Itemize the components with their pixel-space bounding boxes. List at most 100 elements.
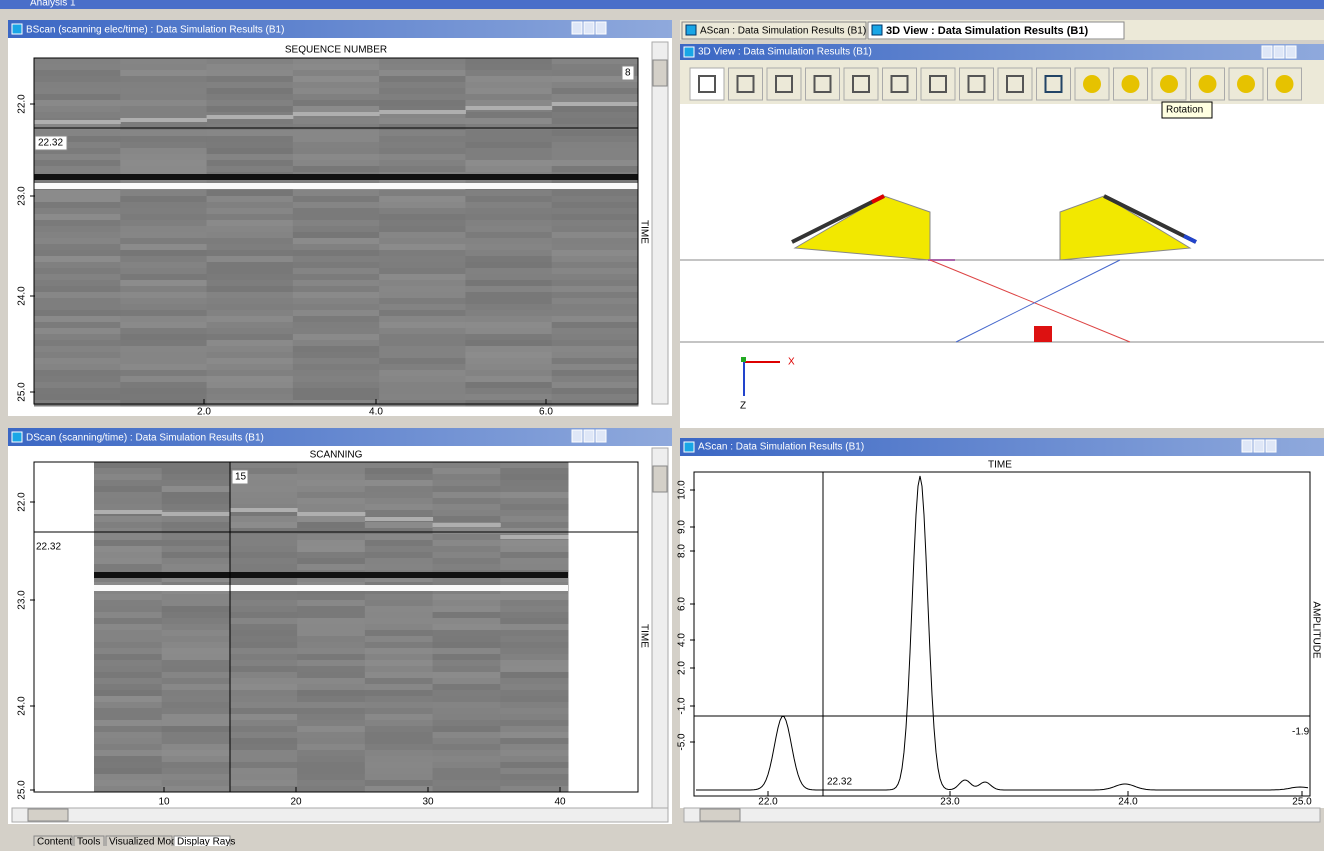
panel-button[interactable] [1274, 46, 1284, 58]
scan-cell [297, 564, 365, 571]
panel-button[interactable] [1242, 440, 1252, 452]
scan-cell [365, 558, 433, 565]
panel-button[interactable] [572, 22, 582, 34]
scan-cell [465, 244, 552, 251]
scan-cell [379, 196, 466, 203]
scroll-thumb[interactable] [28, 809, 68, 821]
scan-cell [465, 136, 552, 143]
scan-cell [162, 648, 230, 655]
scroll-thumb[interactable] [700, 809, 740, 821]
ascan-cursor-y-label: -1.9 [1292, 727, 1310, 738]
scan-cell [293, 286, 380, 293]
scan-cell [120, 322, 207, 329]
toolbar-button[interactable] [960, 68, 994, 100]
scan-cell [94, 486, 162, 493]
panel-button[interactable] [1262, 46, 1272, 58]
panel-button[interactable] [1254, 440, 1264, 452]
scan-cell [379, 166, 466, 173]
scan-cell [379, 76, 466, 83]
scan-cell [552, 106, 639, 113]
scan-cell [94, 474, 162, 481]
x-tick-label: 4.0 [369, 407, 383, 418]
scan-cell [229, 684, 297, 691]
toolbar-button[interactable] [883, 68, 917, 100]
scrollbar-horizontal[interactable] [12, 808, 668, 822]
panel-button[interactable] [596, 22, 606, 34]
scan-cell [162, 696, 230, 703]
panel-button[interactable] [572, 430, 582, 442]
scan-cell [34, 262, 121, 269]
scan-cell [120, 82, 207, 89]
scan-cell [297, 708, 365, 715]
dscan-cursor-label: 22.32 [36, 542, 61, 553]
scan-cell [229, 486, 297, 493]
scan-cell [162, 780, 230, 787]
scan-cell [229, 528, 297, 535]
scan-cell [297, 546, 365, 553]
toolbar-button[interactable] [806, 68, 840, 100]
scan-cell [229, 696, 297, 703]
scan-cell [500, 660, 568, 667]
scan-cell [552, 238, 639, 245]
scan-cell [433, 714, 501, 721]
scan-cell [34, 64, 121, 71]
scan-cell [365, 672, 433, 679]
scan-cell [207, 100, 294, 107]
scroll-thumb[interactable] [653, 60, 667, 86]
scan-cell [500, 720, 568, 727]
scan-cell [120, 310, 207, 317]
toolbar-button[interactable] [998, 68, 1032, 100]
toolbar-button[interactable] [921, 68, 955, 100]
scan-cell [293, 136, 380, 143]
toolbar-button[interactable] [767, 68, 801, 100]
scan-cell [500, 510, 568, 517]
scan-cell [120, 88, 207, 95]
scrollbar-horizontal[interactable] [684, 808, 1320, 822]
scan-cell [433, 564, 501, 571]
scan-cell [94, 594, 162, 601]
toolbar-button[interactable] [1037, 68, 1071, 100]
scan-cell [229, 744, 297, 751]
scan-cell [297, 642, 365, 649]
y-tick-label: 22.0 [17, 492, 28, 512]
panel-button[interactable] [584, 430, 594, 442]
scan-cell [120, 304, 207, 311]
scan-cell [465, 70, 552, 77]
scan-cell [229, 492, 297, 499]
scan-cell [34, 316, 121, 323]
scan-cell [207, 310, 294, 317]
toolbar-button[interactable] [729, 68, 763, 100]
panel-button[interactable] [584, 22, 594, 34]
scroll-thumb[interactable] [653, 466, 667, 492]
scan-cell [433, 474, 501, 481]
toolbar-button[interactable] [690, 68, 724, 100]
scan-cell [552, 124, 639, 131]
panel-button[interactable] [1286, 46, 1296, 58]
scan-cell [162, 702, 230, 709]
scan-cell [365, 756, 433, 763]
scan-cell [552, 310, 639, 317]
scan-cell [34, 268, 121, 275]
window-title: Analysis 1 [30, 0, 76, 9]
scan-cell [379, 274, 466, 281]
scrollbar-vertical[interactable] [652, 42, 668, 404]
scan-cell [293, 64, 380, 71]
scan-cell [433, 696, 501, 703]
scan-cell [120, 238, 207, 245]
scan-cell [465, 148, 552, 155]
scan-cell [207, 124, 294, 131]
scan-cell [465, 382, 552, 389]
toolbar-button[interactable] [844, 68, 878, 100]
echo [34, 120, 121, 124]
panel-button[interactable] [1266, 440, 1276, 452]
scan-cell [379, 160, 466, 167]
scan-cell [297, 636, 365, 643]
bscan-image [34, 58, 639, 407]
scrollbar-vertical[interactable] [652, 448, 668, 808]
scan-cell [34, 76, 121, 83]
scan-cell [229, 546, 297, 553]
scan-cell [293, 124, 380, 131]
scan-cell [500, 546, 568, 553]
scan-cell [293, 382, 380, 389]
panel-button[interactable] [596, 430, 606, 442]
